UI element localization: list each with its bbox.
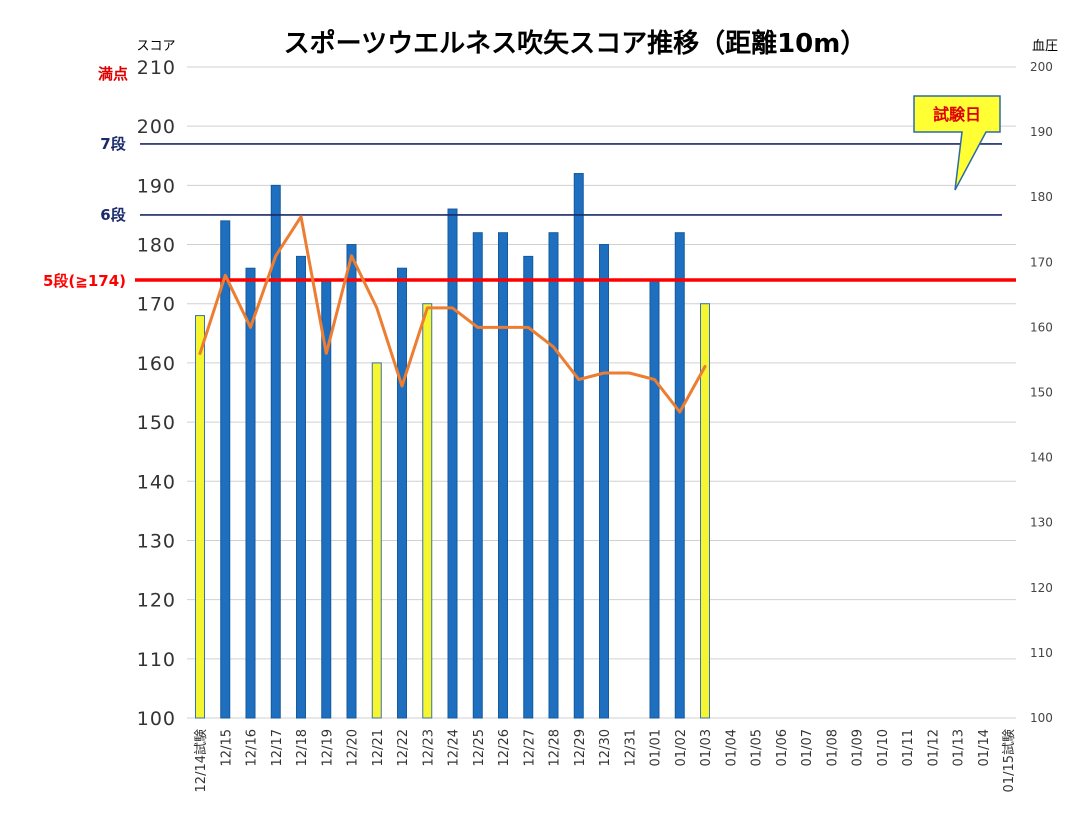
rank-label: 7段 [100, 135, 125, 153]
left-axis-label: スコア [136, 39, 175, 54]
y-tick-label: 150 [137, 412, 176, 434]
y-tick-label: 130 [137, 530, 176, 552]
callout-label: 試験日 [933, 105, 981, 124]
score-bar [447, 208, 458, 719]
y2-tick-label: 140 [1030, 451, 1053, 465]
x-tick-label: 12/31 [623, 729, 638, 766]
y-tick-label: 140 [137, 471, 176, 493]
rank-label: 6段 [100, 206, 125, 224]
y2-tick-label: 150 [1030, 386, 1053, 400]
x-tick-label: 12/18 [295, 729, 310, 766]
y-tick-label: 200 [137, 116, 176, 138]
score-bars [195, 173, 710, 719]
y-tick-label: 180 [137, 235, 176, 257]
x-tick-label: 12/14試験 [193, 729, 209, 792]
y-tick-label: 210 [137, 57, 176, 79]
score-bar [220, 220, 231, 719]
y-tick-label: 160 [137, 353, 176, 375]
y2-tick-label: 130 [1030, 516, 1053, 530]
x-tick-label: 01/04 [724, 729, 739, 766]
score-bar [346, 244, 357, 719]
x-tick-label: 01/14 [977, 729, 992, 766]
score-bar [674, 232, 685, 719]
score-bar [296, 255, 306, 719]
x-tick-label: 01/01 [649, 729, 664, 766]
x-tick-label: 01/02 [674, 729, 689, 766]
series-line [198, 215, 707, 414]
x-tick-label: 12/26 [497, 729, 512, 766]
x-tick-label: 01/11 [901, 729, 916, 766]
x-axis-ticks: 12/14試験 12/15 12/16 12/17 12/18 12/19 12/20 12/… [193, 729, 1017, 792]
score-bar [498, 232, 508, 719]
score-bar [548, 232, 559, 719]
score-bar [573, 173, 584, 719]
rank-label: 満点 [98, 65, 128, 83]
x-tick-label: 12/29 [573, 729, 588, 766]
x-tick-label: 01/13 [952, 729, 967, 766]
score-bar [700, 303, 710, 719]
score-bar [195, 315, 205, 719]
y2-tick-label: 200 [1030, 60, 1053, 74]
rank-label: 5段(≧174) [43, 272, 126, 290]
y-tick-label: 110 [137, 649, 176, 671]
score-bar [270, 184, 281, 719]
x-tick-label: 01/12 [926, 729, 941, 766]
y-tick-label: 190 [137, 175, 176, 197]
x-tick-label: 12/17 [270, 729, 285, 766]
x-tick-label: 12/16 [245, 729, 260, 766]
chart-title: スポーツウエルネス吹矢スコア推移（距離10m） [284, 28, 867, 59]
rank-lines: 満点 7段 6段 5段(≧174) [43, 65, 1016, 290]
y2-tick-label: 120 [1030, 581, 1053, 595]
x-tick-label: 12/23 [421, 729, 436, 766]
right-axis-label: 血圧 [1032, 39, 1058, 54]
x-tick-label: 12/27 [522, 729, 537, 766]
x-tick-label: 01/09 [851, 729, 866, 766]
x-tick-label: 12/28 [548, 729, 563, 766]
score-bar [523, 255, 534, 719]
score-bar [649, 279, 660, 719]
score-bar [472, 232, 483, 719]
y-tick-label: 170 [137, 294, 176, 316]
x-tick-label: 01/06 [775, 729, 790, 766]
score-bar [397, 267, 407, 719]
y2-tick-label: 110 [1030, 646, 1053, 660]
x-tick-label: 12/21 [371, 729, 386, 766]
x-tick-label: 01/07 [800, 729, 815, 766]
x-tick-label: 12/20 [346, 729, 361, 766]
callout-shape [913, 95, 1001, 191]
x-tick-label: 12/22 [396, 729, 411, 766]
x-tick-label: 01/05 [750, 729, 765, 766]
score-bar [599, 244, 609, 719]
y-tick-label: 100 [137, 708, 176, 730]
left-axis-ticks: 100 110 120 130 140 150 160 170 180 190 200 210 [137, 57, 176, 730]
right-axis-ticks: 100 110 120 130 140 150 160 170 180 190 200 [1030, 60, 1053, 725]
y2-tick-label: 180 [1030, 190, 1053, 204]
x-tick-label: 01/15試験 [1001, 729, 1017, 792]
score-bar [371, 362, 382, 719]
x-tick-label: 12/24 [447, 729, 462, 766]
y2-tick-label: 190 [1030, 125, 1053, 139]
y2-tick-label: 170 [1030, 255, 1053, 269]
test-day-callout: 試験日 [913, 95, 1001, 191]
x-tick-label: 01/08 [825, 729, 840, 766]
score-bar [422, 303, 433, 719]
x-tick-label: 12/30 [598, 729, 613, 766]
x-tick-label: 01/03 [699, 729, 714, 766]
x-tick-label: 12/19 [320, 729, 335, 766]
y2-tick-label: 160 [1030, 320, 1053, 334]
x-tick-label: 12/25 [472, 729, 487, 766]
x-tick-label: 12/15 [219, 729, 234, 766]
score-bar [245, 267, 256, 719]
y2-tick-label: 100 [1030, 711, 1053, 725]
blood-pressure-line [198, 215, 707, 414]
x-tick-label: 01/10 [876, 729, 891, 766]
y-tick-label: 120 [137, 590, 176, 612]
